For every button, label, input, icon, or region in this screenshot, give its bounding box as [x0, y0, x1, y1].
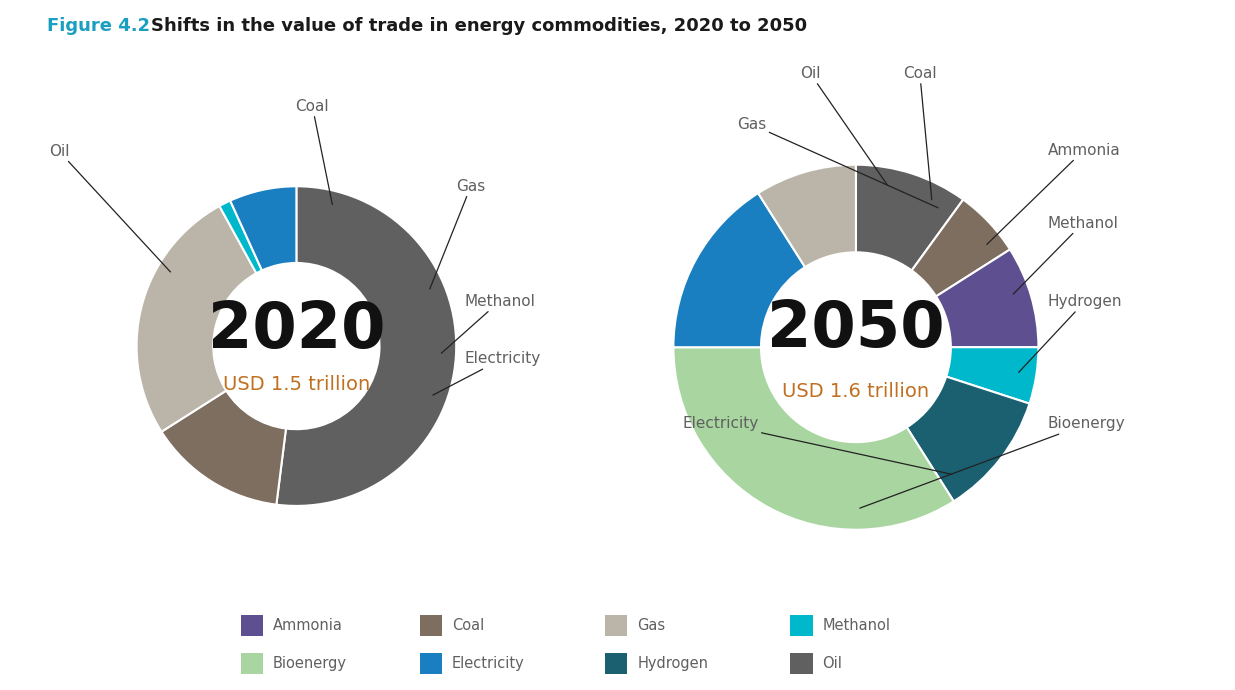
Wedge shape [911, 199, 1010, 297]
Text: Gas: Gas [737, 117, 939, 208]
Wedge shape [162, 391, 287, 504]
Text: Electricity: Electricity [432, 351, 541, 395]
Text: Figure 4.2: Figure 4.2 [47, 17, 151, 35]
Text: USD 1.6 trillion: USD 1.6 trillion [782, 382, 930, 400]
Wedge shape [230, 186, 296, 270]
Wedge shape [856, 165, 963, 270]
Text: Oil: Oil [48, 144, 170, 272]
Wedge shape [936, 249, 1039, 347]
Text: Coal: Coal [452, 618, 484, 633]
Text: Coal: Coal [903, 66, 936, 199]
Wedge shape [673, 193, 805, 347]
Text: Gas: Gas [430, 179, 485, 289]
Text: Methanol: Methanol [441, 294, 535, 353]
Text: Oil: Oil [823, 656, 842, 671]
Text: Bioenergy: Bioenergy [860, 416, 1125, 508]
Wedge shape [137, 206, 257, 432]
Text: Gas: Gas [637, 618, 666, 633]
Wedge shape [906, 377, 1030, 502]
Text: Coal: Coal [295, 99, 332, 205]
Text: Ammonia: Ammonia [987, 143, 1120, 244]
Text: Methanol: Methanol [1013, 215, 1119, 294]
Text: USD 1.5 trillion: USD 1.5 trillion [222, 375, 370, 394]
Text: Oil: Oil [800, 66, 887, 185]
Text: Hydrogen: Hydrogen [637, 656, 708, 671]
Text: Shifts in the value of trade in energy commodities, 2020 to 2050: Shifts in the value of trade in energy c… [151, 17, 806, 35]
Text: Electricity: Electricity [683, 416, 952, 474]
Text: Electricity: Electricity [452, 656, 525, 671]
Wedge shape [946, 347, 1039, 404]
Text: Methanol: Methanol [823, 618, 890, 633]
Wedge shape [277, 186, 456, 506]
Wedge shape [758, 165, 856, 267]
Text: Ammonia: Ammonia [273, 618, 343, 633]
Text: 2050: 2050 [767, 298, 945, 360]
Text: 2020: 2020 [207, 299, 385, 361]
Text: Bioenergy: Bioenergy [273, 656, 347, 671]
Wedge shape [673, 347, 953, 530]
Text: Hydrogen: Hydrogen [1019, 294, 1123, 373]
Wedge shape [220, 201, 262, 273]
